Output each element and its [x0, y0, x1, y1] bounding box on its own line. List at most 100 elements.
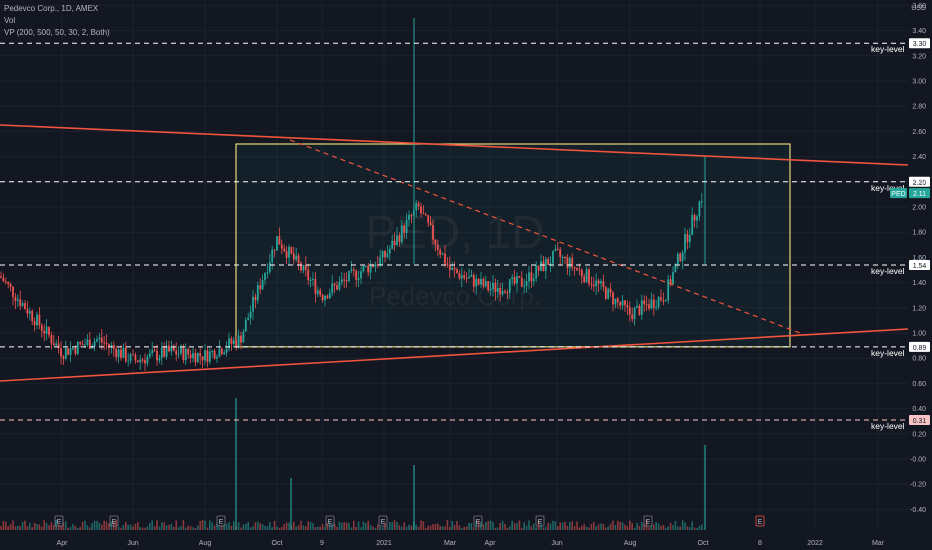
candle-body [336, 285, 338, 290]
candle-body [499, 287, 502, 295]
candle-body [175, 350, 178, 355]
volume-bar [139, 527, 141, 530]
candle-body [182, 347, 185, 361]
candle-body [26, 309, 29, 314]
candle-body [436, 244, 439, 250]
y-axis-tick: 2.00 [912, 205, 926, 212]
volume-bar [393, 520, 396, 530]
candle-body [4, 281, 7, 283]
x-axis[interactable]: Apr Jun Aug Oct 9 2021 Mar Apr Jun Aug Oct 8 2022 Mar [57, 540, 885, 547]
candle-body [571, 258, 574, 268]
volume-bar [681, 520, 684, 530]
candle-body [451, 267, 454, 270]
volume-bar [417, 526, 420, 530]
volume-bar [201, 520, 204, 530]
candle-body [679, 253, 682, 262]
candle-body [472, 275, 475, 287]
candle-body [256, 285, 259, 301]
watermark-name: Pedevco Corp. [369, 281, 541, 311]
candle-body [38, 314, 41, 326]
y-axis-tick: 1.60 [912, 255, 926, 262]
volume-bar [93, 520, 96, 530]
candle-body [60, 348, 62, 357]
candle-body [686, 234, 689, 243]
candle-body [192, 353, 194, 359]
volume-bar [698, 525, 701, 530]
volume-bar [470, 523, 473, 530]
earnings-marker-label: E [57, 519, 62, 526]
volume-bar [125, 522, 127, 530]
candles [0, 18, 706, 372]
candle-body [537, 265, 540, 271]
candle-body [240, 335, 242, 343]
volume-bar [81, 521, 84, 530]
volume-label[interactable]: Vol [4, 16, 16, 25]
candle-body [134, 354, 137, 361]
volume-bar [211, 522, 213, 530]
volume-bar [19, 526, 21, 530]
candle-body [98, 337, 101, 340]
volume-bar [415, 524, 417, 530]
candle-body [482, 279, 485, 287]
candle-body [693, 215, 696, 221]
volume-bar [297, 525, 300, 530]
volume-bar [165, 525, 168, 530]
volume-bar [326, 523, 329, 530]
candle-body [432, 224, 434, 240]
candle-body [252, 296, 254, 312]
y-axis-tick: 2.80 [912, 104, 926, 111]
candle-body [415, 203, 418, 211]
candle-body [321, 295, 324, 301]
candle-body [273, 249, 276, 251]
volume-bar [134, 523, 137, 530]
range-box[interactable] [235, 143, 791, 348]
volume-bar [614, 525, 617, 530]
volume-bar [336, 527, 338, 530]
y-axis-tick: 2.60 [912, 129, 926, 136]
candle-body [532, 278, 535, 282]
volume-bar [624, 524, 626, 530]
trendlines[interactable] [0, 124, 909, 382]
candle-body [144, 359, 146, 364]
volume-bar [434, 524, 437, 530]
volume-bar [72, 524, 74, 530]
upcoming-earnings-marker-label: E [758, 519, 763, 526]
volume-bar [482, 524, 485, 530]
symbol-title[interactable]: Pedevco Corp., 1D, AMEX [4, 4, 99, 13]
candle-body [124, 347, 127, 362]
key-level-lines[interactable]: key-level 3.30 key-level 2.20 key-level 1.54 k… [0, 38, 930, 431]
candle-body [470, 275, 473, 277]
volume-bar [209, 520, 211, 530]
candle-body [31, 311, 34, 322]
earnings-marker-label: E [538, 519, 543, 526]
candle-body [372, 264, 374, 268]
candle-body [376, 264, 379, 266]
candle-body [276, 236, 278, 251]
descending-dashed-trendline [289, 139, 801, 334]
earnings-marker-label: E [381, 519, 386, 526]
volume-bar [641, 522, 643, 530]
volume-bar [597, 524, 600, 530]
volume-bar [492, 521, 494, 530]
volume-bar [612, 520, 614, 530]
candle-body [424, 214, 427, 216]
candle-body [19, 299, 22, 306]
candle-body [232, 340, 235, 344]
earnings-marker-label: E [476, 519, 481, 526]
earnings-marker [643, 515, 653, 527]
volume-bar [372, 526, 374, 530]
volume-profile-label[interactable]: VP (200, 500, 50, 30, 2, Both) [4, 28, 110, 37]
candle-body [657, 297, 660, 308]
volume-bar [273, 521, 276, 530]
candle-body [523, 285, 526, 287]
volume-bar [360, 527, 362, 530]
volume-bar [283, 524, 285, 530]
candle-body [645, 304, 648, 306]
candle-body [84, 344, 86, 346]
volume-bar [662, 524, 665, 530]
candle-body [247, 317, 250, 321]
volume-bar [230, 525, 233, 530]
